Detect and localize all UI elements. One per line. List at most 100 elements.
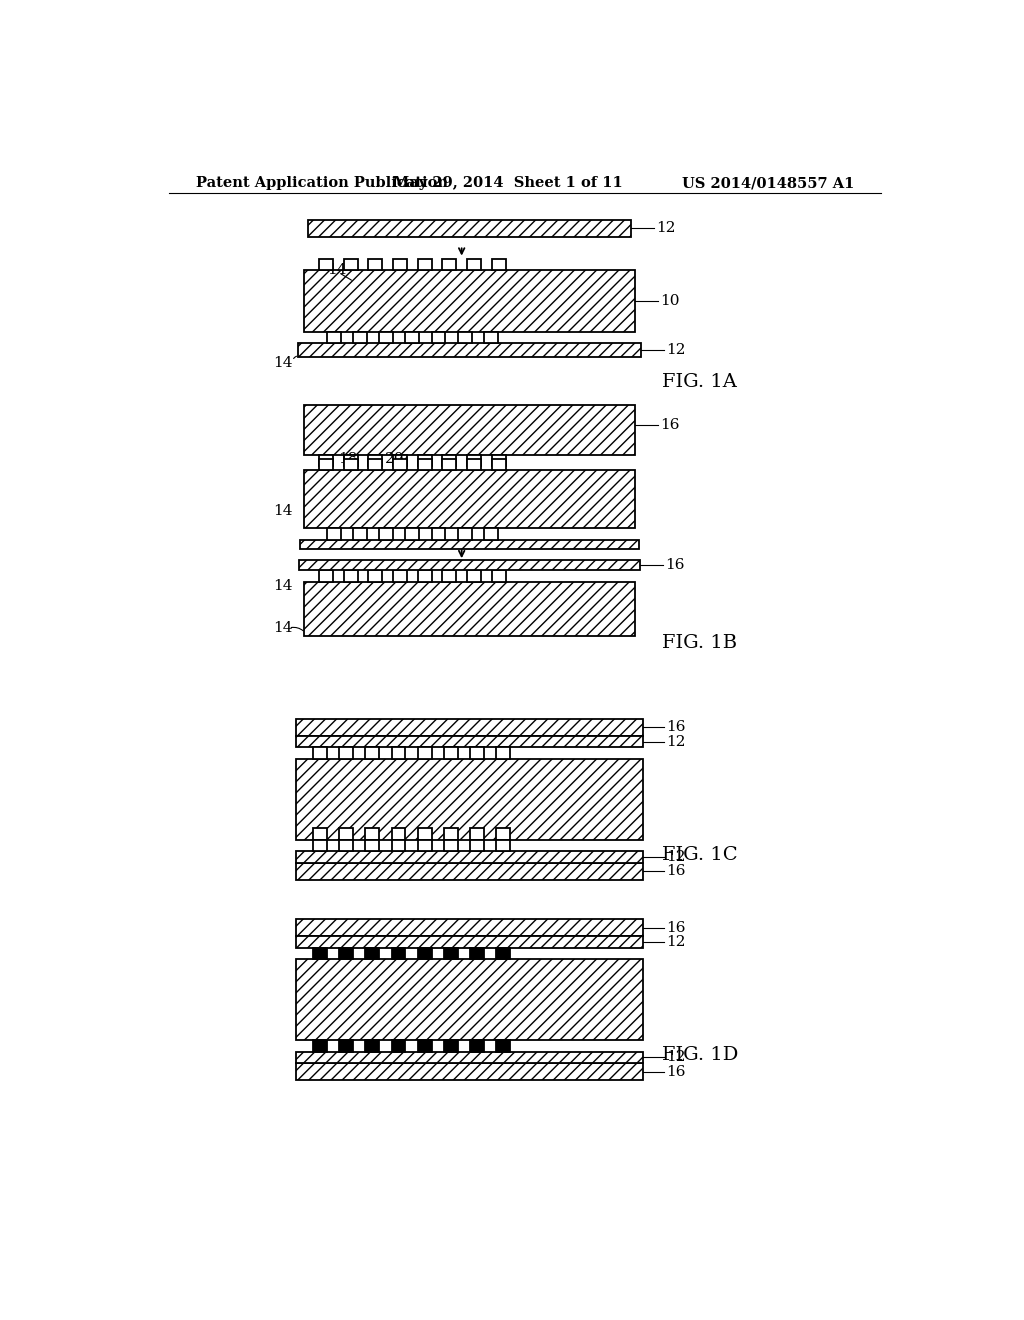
Text: 12: 12	[667, 1051, 686, 1064]
Bar	[391, 1040, 406, 1052]
Bar	[296, 1052, 643, 1063]
Bar	[492, 459, 506, 470]
Bar	[369, 455, 382, 466]
Text: FIG. 1D: FIG. 1D	[662, 1047, 738, 1064]
Bar	[492, 570, 506, 582]
Text: FIG. 1B: FIG. 1B	[662, 635, 737, 652]
Bar	[470, 829, 484, 840]
Bar	[418, 259, 432, 271]
Bar	[393, 570, 407, 582]
Bar	[344, 259, 357, 271]
Bar	[339, 747, 353, 759]
Bar	[304, 405, 635, 455]
Text: FIG. 1A: FIG. 1A	[662, 372, 736, 391]
Bar	[327, 331, 341, 343]
Bar	[304, 582, 635, 636]
Bar	[299, 560, 640, 570]
Bar	[366, 840, 379, 851]
Bar	[467, 459, 481, 470]
Bar	[444, 948, 458, 960]
Text: 16: 16	[660, 418, 680, 432]
Bar	[304, 470, 635, 528]
Text: 12: 12	[667, 935, 686, 949]
Bar	[313, 840, 327, 851]
Text: May 29, 2014  Sheet 1 of 11: May 29, 2014 Sheet 1 of 11	[393, 176, 623, 190]
Bar	[296, 759, 643, 840]
Text: 16: 16	[667, 920, 686, 935]
Bar	[444, 747, 458, 759]
Text: 20: 20	[385, 451, 404, 466]
Bar	[379, 528, 393, 540]
Bar	[353, 528, 367, 540]
Bar	[442, 455, 457, 466]
Bar	[442, 259, 457, 271]
Text: 12: 12	[667, 850, 686, 865]
Bar	[313, 1040, 327, 1052]
Bar	[418, 747, 432, 759]
Bar	[369, 570, 382, 582]
Text: 16: 16	[667, 865, 686, 878]
Bar	[344, 459, 357, 470]
Bar	[467, 455, 481, 466]
Bar	[296, 1063, 643, 1080]
Text: 14: 14	[273, 504, 293, 517]
Bar	[418, 455, 432, 466]
Bar	[432, 528, 445, 540]
Text: Patent Application Publication: Patent Application Publication	[196, 176, 449, 190]
Bar	[467, 259, 481, 271]
Text: 16: 16	[665, 558, 684, 572]
Bar	[304, 271, 635, 331]
Text: 14: 14	[327, 263, 346, 277]
Bar	[418, 1040, 432, 1052]
Bar	[391, 747, 406, 759]
Bar	[344, 570, 357, 582]
Text: 12: 12	[667, 735, 686, 748]
Bar	[470, 948, 484, 960]
Bar	[344, 455, 357, 466]
Text: 14: 14	[273, 356, 293, 370]
Text: 10: 10	[660, 294, 680, 308]
Text: 14: 14	[273, 622, 293, 635]
Bar	[444, 1040, 458, 1052]
Bar	[339, 1040, 353, 1052]
Bar	[492, 455, 506, 466]
Bar	[307, 220, 631, 238]
Bar	[470, 840, 484, 851]
Bar	[300, 540, 639, 549]
Bar	[319, 570, 333, 582]
Bar	[366, 948, 379, 960]
Bar	[442, 570, 457, 582]
Bar	[313, 829, 327, 840]
Text: 14: 14	[273, 578, 293, 593]
Bar	[339, 948, 353, 960]
Bar	[432, 331, 445, 343]
Bar	[298, 343, 641, 358]
Text: 18: 18	[339, 451, 357, 466]
Text: US 2014/0148557 A1: US 2014/0148557 A1	[682, 176, 854, 190]
Bar	[458, 528, 472, 540]
Bar	[296, 936, 643, 948]
Bar	[391, 840, 406, 851]
Bar	[319, 259, 333, 271]
Bar	[353, 331, 367, 343]
Bar	[296, 737, 643, 747]
Bar	[406, 528, 419, 540]
Bar	[497, 840, 510, 851]
Bar	[442, 459, 457, 470]
Bar	[319, 455, 333, 466]
Bar	[313, 747, 327, 759]
Bar	[418, 829, 432, 840]
Bar	[369, 259, 382, 271]
Bar	[444, 840, 458, 851]
Bar	[296, 719, 643, 737]
Bar	[327, 528, 341, 540]
Bar	[497, 1040, 510, 1052]
Bar	[313, 948, 327, 960]
Bar	[393, 459, 407, 470]
Text: 16: 16	[667, 1065, 686, 1078]
Bar	[366, 829, 379, 840]
Bar	[418, 570, 432, 582]
Bar	[296, 863, 643, 880]
Text: 12: 12	[656, 222, 676, 235]
Bar	[339, 840, 353, 851]
